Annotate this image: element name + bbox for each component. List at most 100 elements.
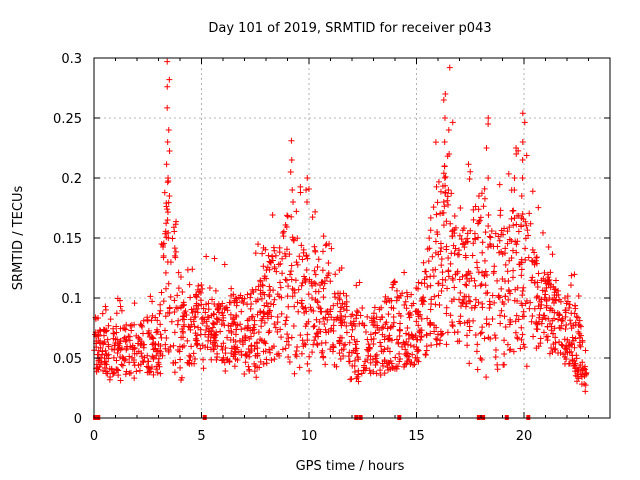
data-point: [117, 377, 124, 384]
data-point: [531, 279, 538, 286]
data-point: [214, 305, 221, 312]
data-point: [422, 268, 429, 275]
data-point: [227, 336, 234, 343]
data-point: [139, 323, 146, 330]
data-point: [456, 318, 463, 325]
data-point: [459, 241, 466, 248]
data-point: [261, 310, 268, 317]
data-point: [485, 244, 492, 251]
data-point: [481, 257, 488, 264]
data-point: [288, 137, 295, 144]
data-point: [511, 215, 518, 222]
data-point: [496, 237, 503, 244]
data-point: [498, 307, 505, 314]
data-point: [198, 316, 205, 323]
data-point: [489, 316, 496, 323]
data-point: [244, 301, 251, 308]
data-point: [504, 341, 511, 348]
data-point: [97, 344, 104, 351]
data-point: [370, 368, 377, 375]
data-point: [513, 241, 520, 248]
data-point: [427, 214, 434, 221]
data-point: [162, 230, 169, 237]
data-point: [282, 321, 289, 328]
data-point: [299, 256, 306, 263]
data-point: [415, 322, 422, 329]
data-point: [206, 328, 213, 335]
data-point: [437, 188, 444, 195]
data-point: [114, 366, 121, 373]
data-point: [252, 352, 259, 359]
data-point: [373, 358, 380, 365]
data-point: [551, 325, 558, 332]
data-point: [539, 316, 546, 323]
data-point: [166, 305, 173, 312]
data-point: [266, 346, 273, 353]
data-point: [288, 276, 295, 283]
data-point: [510, 267, 517, 274]
data-point: [540, 329, 547, 336]
data-point: [290, 199, 297, 205]
data-point: [259, 281, 266, 288]
data-point: [485, 334, 492, 341]
data-point: [358, 370, 365, 377]
data-point: [116, 340, 123, 347]
data-point: [474, 264, 481, 271]
data-point: [231, 363, 238, 370]
data-point: [135, 348, 142, 355]
data-point: [133, 332, 140, 339]
data-point: [526, 305, 533, 312]
y-tick-label: 0.05: [53, 352, 82, 367]
data-point: [111, 369, 118, 376]
data-point: [105, 341, 112, 348]
x-tick-label: 10: [301, 429, 318, 444]
data-point: [343, 322, 350, 329]
data-point: [117, 346, 124, 353]
data-point: [568, 341, 575, 348]
data-point: [103, 358, 110, 365]
data-point: [140, 330, 147, 337]
data-point: [384, 345, 391, 352]
data-point: [346, 339, 353, 346]
data-point: [486, 298, 493, 305]
data-point: [444, 193, 451, 200]
data-point: [163, 203, 170, 210]
data-point: [529, 274, 536, 281]
data-point: [158, 334, 165, 341]
data-point: [572, 321, 579, 328]
data-point: [438, 287, 445, 294]
data-point: [575, 375, 582, 382]
data-point: [188, 343, 195, 350]
data-point: [483, 374, 490, 381]
data-point: [355, 367, 362, 374]
data-point: [492, 335, 499, 342]
data-point: [515, 316, 522, 323]
data-point: [266, 258, 273, 265]
data-point: [550, 341, 557, 348]
data-point: [318, 308, 325, 315]
data-point: [274, 319, 281, 326]
data-point: [319, 267, 326, 274]
data-point: [519, 110, 526, 117]
data-point: [530, 333, 537, 340]
data-point: [413, 344, 420, 351]
data-point: [184, 359, 191, 366]
data-point: [175, 269, 182, 276]
data-point: [481, 185, 488, 192]
data-point: [200, 305, 207, 312]
data-point: [160, 298, 167, 305]
data-point: [485, 223, 492, 230]
data-point: [408, 302, 415, 309]
data-point: [479, 324, 486, 331]
data-point: [444, 197, 451, 204]
data-point: [403, 350, 410, 357]
data-point: [100, 367, 107, 374]
data-point: [194, 340, 201, 347]
data-point: [451, 284, 458, 291]
data-point: [108, 365, 115, 372]
data-point: [154, 369, 161, 376]
data-point: [393, 363, 400, 370]
y-axis-label: SRMTID / TECUs: [11, 186, 26, 291]
data-point: [414, 336, 421, 343]
